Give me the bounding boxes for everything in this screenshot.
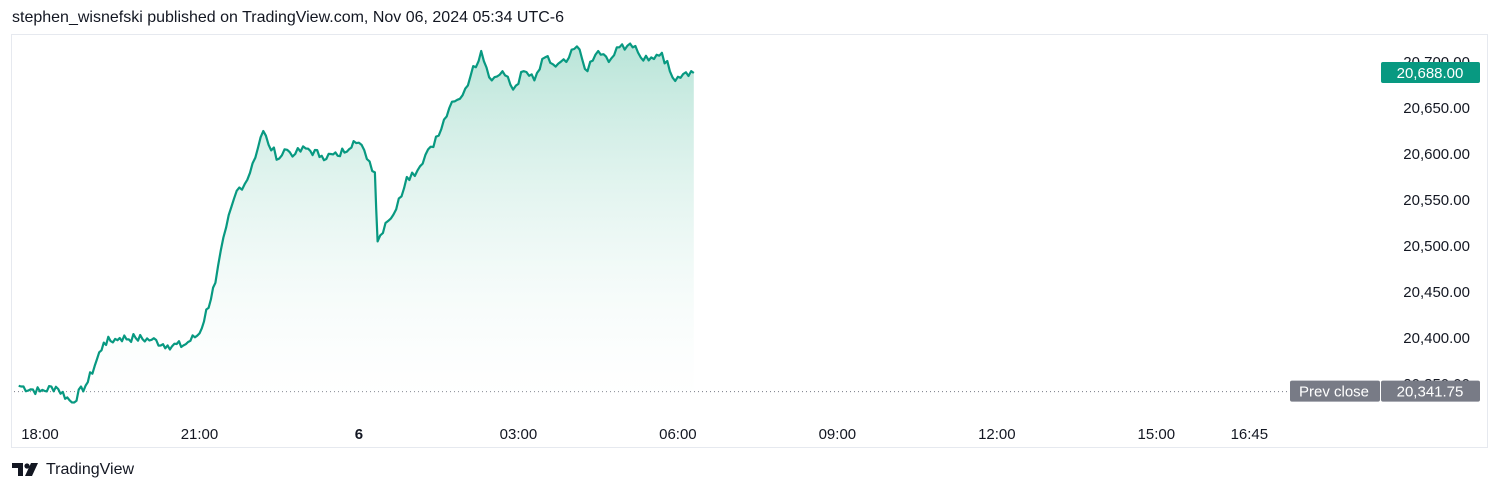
x-tick-label: 12:00 bbox=[978, 426, 1016, 443]
publish-info: stephen_wisnefski published on TradingVi… bbox=[12, 9, 565, 26]
prev-close-badge: Prev close bbox=[1290, 380, 1380, 402]
x-tick-label: 15:00 bbox=[1138, 426, 1176, 443]
price-area bbox=[18, 43, 694, 403]
prev-close-label: Prev close bbox=[1299, 384, 1369, 401]
x-tick-label: 06:00 bbox=[659, 426, 697, 443]
tradingview-brand: TradingView bbox=[46, 461, 135, 478]
last-price-value: 20,688.00 bbox=[1397, 65, 1464, 82]
x-tick-label: 6 bbox=[355, 426, 363, 443]
x-tick-label: 18:00 bbox=[21, 426, 59, 443]
x-tick-label: 03:00 bbox=[500, 426, 538, 443]
prev-close-value-badge: 20,341.75 bbox=[1381, 380, 1480, 402]
y-tick-label: 20,400.00 bbox=[1403, 330, 1470, 347]
prev-close-value: 20,341.75 bbox=[1397, 384, 1464, 401]
x-tick-label: 21:00 bbox=[181, 426, 219, 443]
x-axis: 18:00 21:00 6 03:00 06:00 09:00 12:00 15:00 16:4… bbox=[21, 426, 1268, 443]
y-tick-label: 20,500.00 bbox=[1403, 238, 1470, 255]
y-tick-label: 20,450.00 bbox=[1403, 284, 1470, 301]
y-tick-label: 20,550.00 bbox=[1403, 192, 1470, 209]
price-line bbox=[18, 42, 695, 404]
footer: TradingView bbox=[12, 461, 134, 479]
y-axis: 20,700.0020,650.0020,600.0020,550.0020,5… bbox=[1403, 54, 1470, 393]
x-tick-label: 09:00 bbox=[819, 426, 857, 443]
chart-frame bbox=[11, 34, 1488, 448]
y-tick-label: 20,600.00 bbox=[1403, 146, 1470, 163]
y-tick-label: 20,650.00 bbox=[1403, 100, 1470, 117]
last-price-badge: 20,688.00 bbox=[1381, 62, 1480, 84]
tradingview-logo-icon bbox=[12, 463, 38, 476]
x-tick-label: 16:45 bbox=[1231, 426, 1269, 443]
